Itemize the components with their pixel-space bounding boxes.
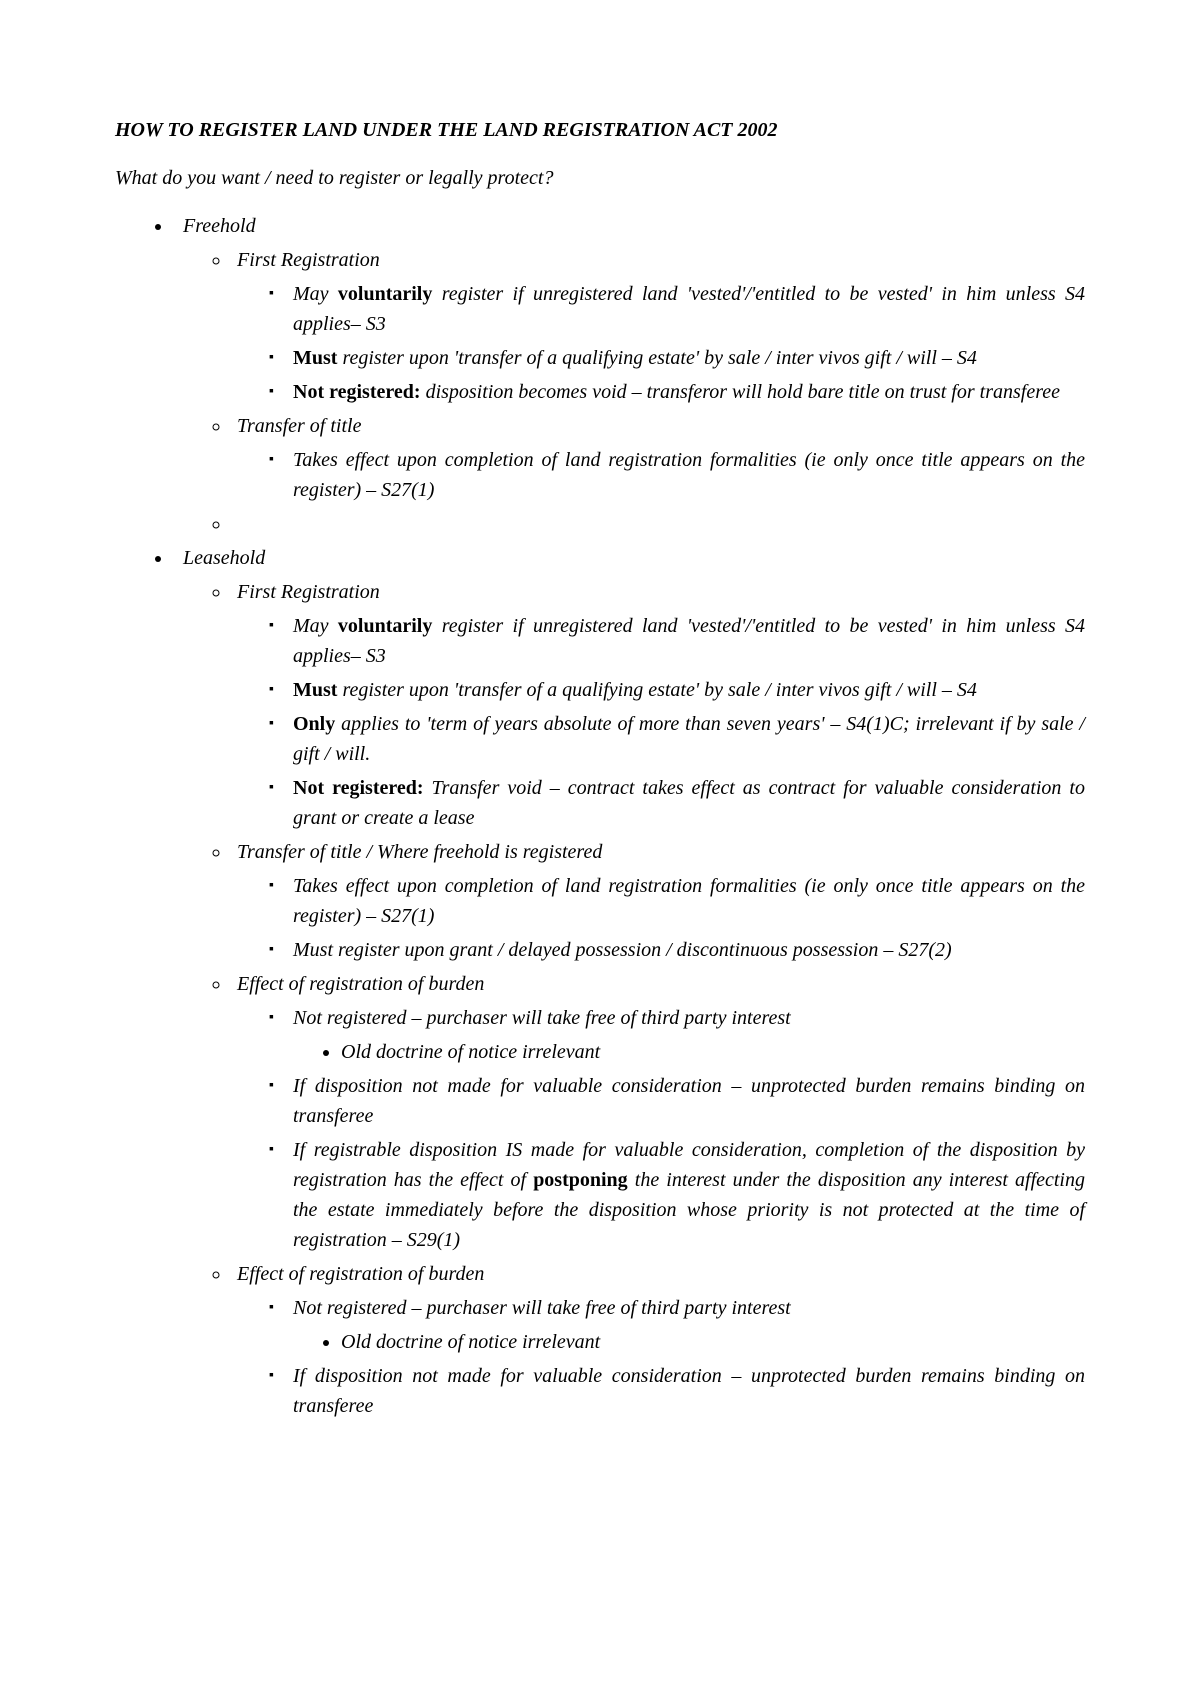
freehold-transfer: Transfer of title Takes effect upon comp… bbox=[231, 411, 1085, 505]
list-item: If registrable disposition IS made for v… bbox=[293, 1135, 1085, 1255]
text: May bbox=[293, 615, 338, 637]
bold-text: Not registered: bbox=[293, 777, 424, 799]
bold-text: voluntarily bbox=[338, 283, 432, 305]
leasehold-firstreg-items: May voluntarily register if unregistered… bbox=[237, 611, 1085, 833]
freehold-first-registration: First Registration May voluntarily regis… bbox=[231, 245, 1085, 407]
leasehold-children: First Registration May voluntarily regis… bbox=[183, 577, 1085, 1421]
leasehold-transfer-items: Takes effect upon completion of land reg… bbox=[237, 871, 1085, 965]
text: Not registered – purchaser will take fre… bbox=[293, 1007, 791, 1029]
bold-text: postponing bbox=[533, 1169, 628, 1191]
text: applies to 'term of years absolute of mo… bbox=[293, 713, 1085, 765]
page-title: HOW TO REGISTER LAND UNDER THE LAND REGI… bbox=[115, 115, 1085, 145]
leasehold-transfer-label: Transfer of title / Where freehold is re… bbox=[237, 841, 602, 863]
leasehold-effect2-label: Effect of registration of burden bbox=[237, 1263, 484, 1285]
sub-items: Old doctrine of notice irrelevant bbox=[293, 1037, 1085, 1067]
leasehold-effect-1: Effect of registration of burden Not reg… bbox=[231, 969, 1085, 1255]
leasehold-transfer: Transfer of title / Where freehold is re… bbox=[231, 837, 1085, 965]
list-item: Not registered – purchaser will take fre… bbox=[293, 1003, 1085, 1067]
leasehold-effect1-items: Not registered – purchaser will take fre… bbox=[237, 1003, 1085, 1255]
document-page: HOW TO REGISTER LAND UNDER THE LAND REGI… bbox=[0, 0, 1200, 1698]
bold-text: Not registered: bbox=[293, 381, 421, 403]
text: register upon 'transfer of a qualifying … bbox=[337, 347, 976, 369]
page-subtitle: What do you want / need to register or l… bbox=[115, 163, 1085, 193]
section-leasehold: Leasehold First Registration May volunta… bbox=[173, 543, 1085, 1421]
list-item: Takes effect upon completion of land reg… bbox=[293, 871, 1085, 931]
list-item: Only applies to 'term of years absolute … bbox=[293, 709, 1085, 769]
section-freehold: Freehold First Registration May voluntar… bbox=[173, 211, 1085, 539]
text: May bbox=[293, 283, 338, 305]
freehold-transfer-items: Takes effect upon completion of land reg… bbox=[237, 445, 1085, 505]
freehold-label: Freehold bbox=[183, 215, 256, 237]
bold-text: Only bbox=[293, 713, 335, 735]
bold-text: Must bbox=[293, 347, 337, 369]
list-item: If disposition not made for valuable con… bbox=[293, 1361, 1085, 1421]
list-item: May voluntarily register if unregistered… bbox=[293, 279, 1085, 339]
list-item: Must register upon 'transfer of a qualif… bbox=[293, 675, 1085, 705]
leasehold-firstreg-label: First Registration bbox=[237, 581, 380, 603]
list-item: Not registered: Transfer void – contract… bbox=[293, 773, 1085, 833]
bold-text: voluntarily bbox=[338, 615, 432, 637]
leasehold-effect1-label: Effect of registration of burden bbox=[237, 973, 484, 995]
bold-text: Must bbox=[293, 679, 337, 701]
freehold-firstreg-label: First Registration bbox=[237, 249, 380, 271]
leasehold-label: Leasehold bbox=[183, 547, 265, 569]
text: register upon 'transfer of a qualifying … bbox=[337, 679, 976, 701]
list-item: Takes effect upon completion of land reg… bbox=[293, 445, 1085, 505]
text: disposition becomes void – transferor wi… bbox=[421, 381, 1060, 403]
outline-root: Freehold First Registration May voluntar… bbox=[115, 211, 1085, 1421]
freehold-transfer-label: Transfer of title bbox=[237, 415, 361, 437]
list-item: Not registered – purchaser will take fre… bbox=[293, 1293, 1085, 1357]
leasehold-effect-2: Effect of registration of burden Not reg… bbox=[231, 1259, 1085, 1421]
list-item: If disposition not made for valuable con… bbox=[293, 1071, 1085, 1131]
list-item: May voluntarily register if unregistered… bbox=[293, 611, 1085, 671]
list-item: Old doctrine of notice irrelevant bbox=[341, 1327, 1085, 1357]
freehold-children: First Registration May voluntarily regis… bbox=[183, 245, 1085, 539]
list-item: Not registered: disposition becomes void… bbox=[293, 377, 1085, 407]
leasehold-effect2-items: Not registered – purchaser will take fre… bbox=[237, 1293, 1085, 1421]
text: Not registered – purchaser will take fre… bbox=[293, 1297, 791, 1319]
leasehold-first-registration: First Registration May voluntarily regis… bbox=[231, 577, 1085, 833]
sub-items: Old doctrine of notice irrelevant bbox=[293, 1327, 1085, 1357]
list-item: Must register upon grant / delayed posse… bbox=[293, 935, 1085, 965]
list-item: Old doctrine of notice irrelevant bbox=[341, 1037, 1085, 1067]
freehold-firstreg-items: May voluntarily register if unregistered… bbox=[237, 279, 1085, 407]
empty-bullet bbox=[231, 509, 1085, 539]
list-item: Must register upon 'transfer of a qualif… bbox=[293, 343, 1085, 373]
